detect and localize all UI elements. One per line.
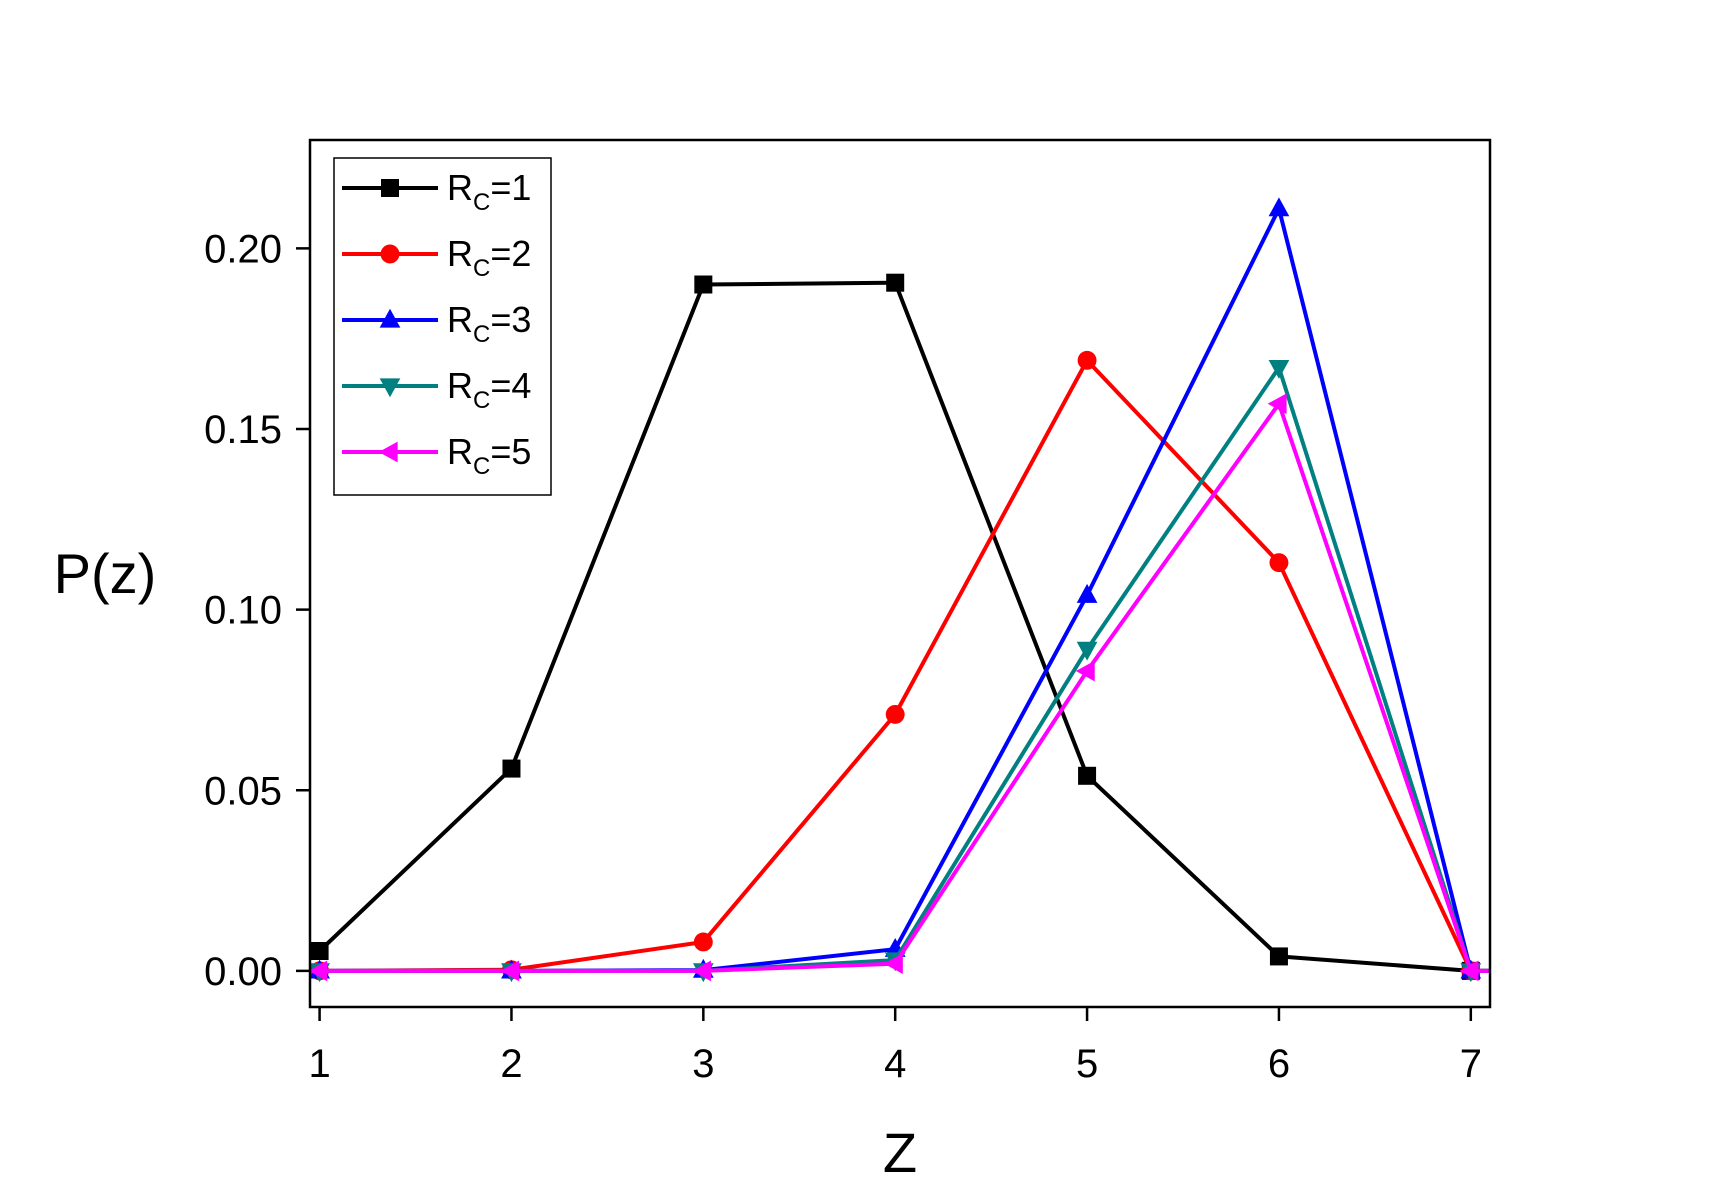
data-point	[1269, 553, 1289, 573]
data-point	[310, 960, 328, 982]
legend-box	[333, 157, 552, 496]
series-layer	[310, 197, 1490, 983]
legend-marker	[380, 244, 400, 264]
y-tick-label: 0.15	[204, 408, 282, 452]
y-tick-label: 0.20	[204, 227, 282, 271]
legend-marker	[379, 378, 401, 398]
legend-label: RC=2	[447, 233, 531, 282]
x-tick-label: 1	[308, 1042, 330, 1086]
legend-marker	[378, 441, 398, 463]
data-point	[500, 960, 520, 982]
data-point	[310, 942, 329, 961]
x-tick-label: 4	[884, 1042, 906, 1086]
legend-item: RC=4	[342, 365, 531, 414]
legend-label: RC=4	[447, 365, 531, 414]
data-point	[502, 759, 521, 778]
y-tick-label: 0.10	[204, 589, 282, 633]
x-tick-label: 6	[1268, 1042, 1290, 1086]
data-point	[885, 704, 905, 724]
legend-item: RC=3	[342, 299, 531, 348]
data-point	[1077, 350, 1097, 370]
x-axis-title: Z	[883, 1121, 917, 1184]
legend: RC=1 RC=2 RC=3 RC=4 RC=5	[333, 157, 552, 496]
data-point	[1078, 766, 1097, 785]
legend-item: RC=1	[342, 167, 531, 216]
legend-item: RC=5	[342, 431, 531, 480]
data-point	[692, 960, 711, 982]
legend-label: RC=5	[447, 431, 531, 480]
data-point	[1459, 960, 1479, 982]
data-point	[1268, 359, 1290, 379]
legend-marker	[379, 308, 401, 328]
data-point	[1075, 660, 1095, 682]
x-tick-label: 5	[1076, 1042, 1098, 1086]
y-axis-title: P(z)	[54, 542, 157, 605]
y-tick-label: 0.05	[204, 769, 282, 813]
plot-frame	[308, 138, 1492, 1009]
data-point	[1076, 641, 1098, 661]
data-point	[693, 932, 713, 952]
data-point	[1267, 393, 1287, 415]
data-point	[694, 275, 713, 294]
legend-label: RC=3	[447, 299, 531, 348]
data-point	[886, 273, 905, 292]
data-point	[1269, 947, 1288, 966]
legend-item: RC=2	[342, 233, 531, 282]
data-point	[1076, 583, 1098, 603]
data-point	[883, 953, 903, 974]
axes-layer: 1 2 3 4 5 6 7 0.00 0.05 0.10 0.15 0.20	[204, 227, 1482, 1086]
x-tick-label: 7	[1460, 1042, 1482, 1086]
series-5	[310, 393, 1490, 982]
x-tick-label: 2	[500, 1042, 522, 1086]
legend-marker	[381, 179, 399, 197]
x-tick-label: 3	[692, 1042, 714, 1086]
data-point	[1268, 197, 1290, 217]
legend-label: RC=1	[447, 167, 531, 216]
y-tick-label: 0.00	[204, 950, 282, 994]
